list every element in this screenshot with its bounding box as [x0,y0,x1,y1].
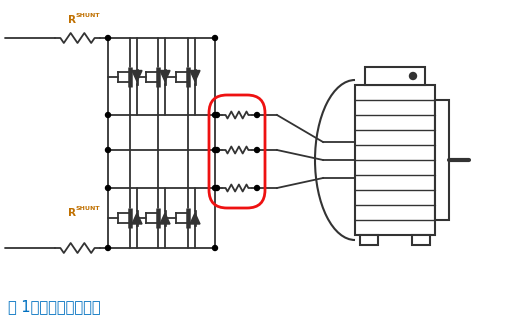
Text: R: R [68,15,76,25]
Text: 图 1：直列式电流检测: 图 1：直列式电流检测 [8,299,101,315]
Circle shape [212,35,218,41]
Circle shape [215,185,219,191]
Bar [435,100,449,220]
Polygon shape [190,213,200,224]
Bar [412,235,430,245]
Circle shape [255,147,259,153]
Circle shape [409,72,417,80]
Polygon shape [160,213,170,224]
Bar [365,67,425,85]
Text: SHUNT: SHUNT [76,205,101,211]
Circle shape [212,147,218,153]
Polygon shape [190,71,200,81]
Circle shape [105,147,111,153]
Circle shape [105,112,111,118]
Polygon shape [160,71,170,81]
Polygon shape [132,71,142,81]
Circle shape [255,112,259,118]
Bar [360,235,378,245]
Circle shape [212,185,218,191]
Circle shape [212,112,218,118]
Text: SHUNT: SHUNT [76,13,101,17]
Circle shape [212,245,218,251]
Polygon shape [132,213,142,224]
Circle shape [215,112,219,118]
Bar [355,85,435,235]
Circle shape [105,35,111,41]
Circle shape [105,185,111,191]
Circle shape [105,245,111,251]
Circle shape [255,185,259,191]
Circle shape [215,147,219,153]
Text: R: R [68,208,76,218]
